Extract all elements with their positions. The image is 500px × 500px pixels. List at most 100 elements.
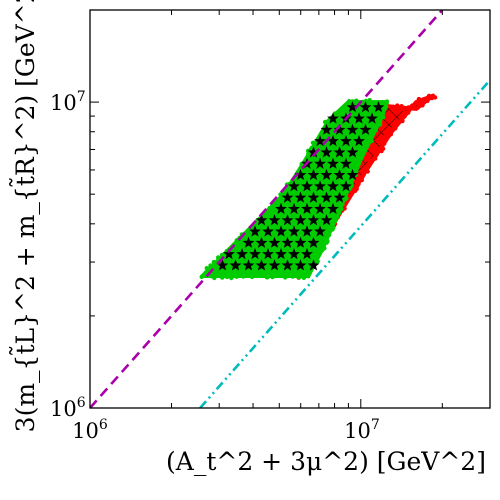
x-tick-label-0: 106 (72, 417, 108, 443)
star-marker (314, 135, 326, 147)
scatter-point (334, 111, 339, 117)
star-marker (301, 202, 313, 215)
scatter-point (395, 103, 400, 108)
scatter-point (389, 106, 394, 111)
star-marker (255, 259, 268, 271)
scatter-point (317, 248, 322, 254)
star-marker (307, 214, 320, 226)
scatter-point (327, 228, 333, 233)
star-marker (255, 236, 268, 248)
scatter-point (364, 166, 369, 171)
star-marker (268, 259, 281, 271)
star-marker (294, 259, 307, 271)
star-marker (327, 180, 339, 192)
scatter-point (362, 170, 367, 175)
scatter-point (414, 106, 420, 111)
y-tick-label-1: 107 (50, 89, 86, 115)
scatter-point (215, 255, 221, 260)
scatter-point (265, 274, 270, 280)
star-marker (294, 168, 307, 181)
star-marker (294, 214, 307, 226)
scatter-point (388, 132, 394, 137)
scatter-point (393, 126, 398, 131)
scatter-point (211, 264, 216, 270)
star-marker (223, 248, 235, 260)
star-marker (268, 214, 281, 226)
scatter-point (381, 109, 386, 114)
star-marker (372, 101, 385, 113)
star-marker (359, 101, 372, 113)
scatter-point (368, 158, 373, 163)
scatter-point (356, 181, 361, 187)
star-marker (281, 236, 294, 248)
scatter-point (263, 213, 268, 218)
scatter-point (317, 252, 322, 257)
scatter-point (366, 162, 371, 167)
scatter-point (234, 274, 239, 279)
star-marker (301, 248, 313, 260)
star-marker (294, 191, 307, 203)
star-marker (333, 168, 346, 181)
star-marker (333, 123, 346, 135)
scatter-point (246, 271, 252, 277)
scatter-point (377, 122, 383, 127)
star-marker (249, 225, 261, 237)
scatter-point (211, 259, 216, 265)
scatter-point (372, 101, 377, 106)
star-marker (236, 248, 248, 260)
star-marker (346, 101, 359, 113)
star-marker (281, 191, 294, 203)
star-marker (288, 225, 300, 237)
scatter-point (304, 155, 310, 160)
star-marker (307, 146, 320, 158)
star-marker (340, 180, 352, 192)
scatter-point (345, 103, 350, 109)
scatter-point (359, 154, 364, 159)
scatter-point (399, 104, 404, 109)
star-marker (255, 214, 268, 226)
scatter-point (273, 273, 279, 278)
star-marker (359, 123, 372, 135)
star-marker (353, 135, 365, 147)
scatter-point (208, 263, 213, 268)
y-tick-label-0: 106 (50, 395, 86, 421)
scatter-point (240, 272, 245, 277)
scatter-point (402, 114, 407, 119)
svg-text:106: 106 (72, 417, 108, 443)
star-marker (333, 146, 346, 158)
star-marker (307, 259, 320, 271)
scatter-point (362, 148, 367, 153)
star-marker (268, 236, 281, 248)
scatter-point (204, 266, 209, 271)
magenta-dashed-line (90, 10, 444, 408)
scatter-point (229, 275, 234, 281)
plot-frame (89, 9, 491, 409)
scatter-point (290, 274, 295, 279)
star-marker (288, 202, 300, 215)
star-marker (294, 236, 307, 248)
star-marker (327, 135, 339, 147)
star-marker (301, 180, 313, 192)
scatter-point (201, 272, 207, 277)
scatter-point (246, 228, 251, 233)
scatter-point (256, 273, 261, 279)
scatter-point (425, 98, 430, 104)
star-marker (327, 112, 339, 124)
star-marker (288, 248, 300, 260)
star-marker (314, 225, 326, 237)
scatter-point (347, 194, 352, 199)
star-marker (346, 146, 359, 158)
scatter-point (277, 200, 282, 205)
scatter-point (249, 274, 255, 280)
x-axis-label: (A_t^2 + 3μ^2) [GeV^2] (166, 447, 486, 476)
star-marker (320, 191, 333, 203)
svg-text:106: 106 (50, 395, 86, 421)
scatter-point (369, 138, 374, 144)
star-marker (216, 259, 229, 271)
scatter-point (380, 146, 386, 151)
scatter-point (295, 274, 301, 279)
star-marker (340, 157, 352, 169)
star-marker (314, 180, 326, 192)
star-marker (320, 168, 333, 181)
